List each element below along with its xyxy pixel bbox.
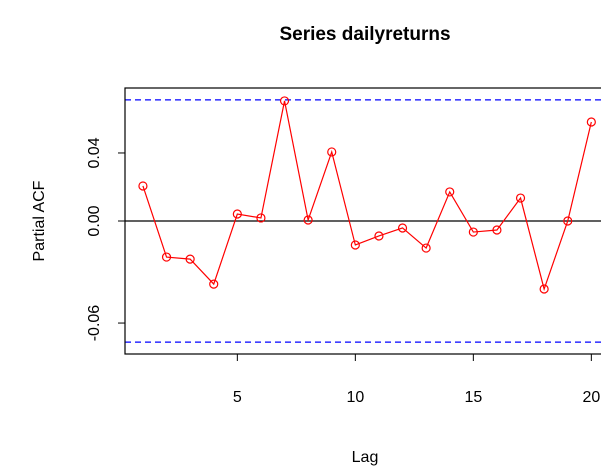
point xyxy=(209,279,219,289)
point xyxy=(232,209,242,219)
point xyxy=(138,181,148,191)
x-axis-label: Lag xyxy=(352,449,379,466)
y-tick-label: -0.06 xyxy=(86,305,103,342)
x-tick-label: 10 xyxy=(346,389,364,406)
point xyxy=(256,213,266,223)
point xyxy=(515,193,526,203)
point xyxy=(279,96,290,106)
point xyxy=(492,225,502,235)
y-tick-label: 0.00 xyxy=(86,205,103,236)
point xyxy=(445,187,455,197)
chart-title: Series dailyreturns xyxy=(279,24,450,45)
point xyxy=(586,117,596,127)
x-tick-label: 15 xyxy=(464,389,482,406)
point xyxy=(303,215,313,225)
x-tick-label: 20 xyxy=(582,389,600,406)
y-tick-label: 0.04 xyxy=(86,137,103,168)
point xyxy=(350,240,360,250)
point xyxy=(421,243,431,253)
point xyxy=(563,216,573,226)
point xyxy=(374,231,384,241)
point xyxy=(161,252,172,262)
point xyxy=(185,254,195,264)
x-tick-label: 5 xyxy=(233,389,242,406)
point xyxy=(468,227,478,237)
plot-frame xyxy=(124,87,601,355)
point xyxy=(327,147,337,157)
point xyxy=(397,223,408,233)
y-axis-label: Partial ACF xyxy=(31,180,48,261)
series-line xyxy=(142,100,592,292)
point xyxy=(539,284,549,294)
